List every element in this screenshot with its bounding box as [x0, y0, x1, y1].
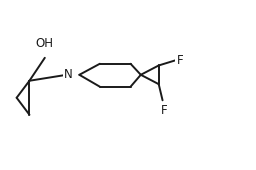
Text: OH: OH: [36, 37, 54, 50]
Text: N: N: [64, 68, 73, 81]
Text: F: F: [161, 104, 167, 117]
Text: F: F: [177, 54, 183, 67]
